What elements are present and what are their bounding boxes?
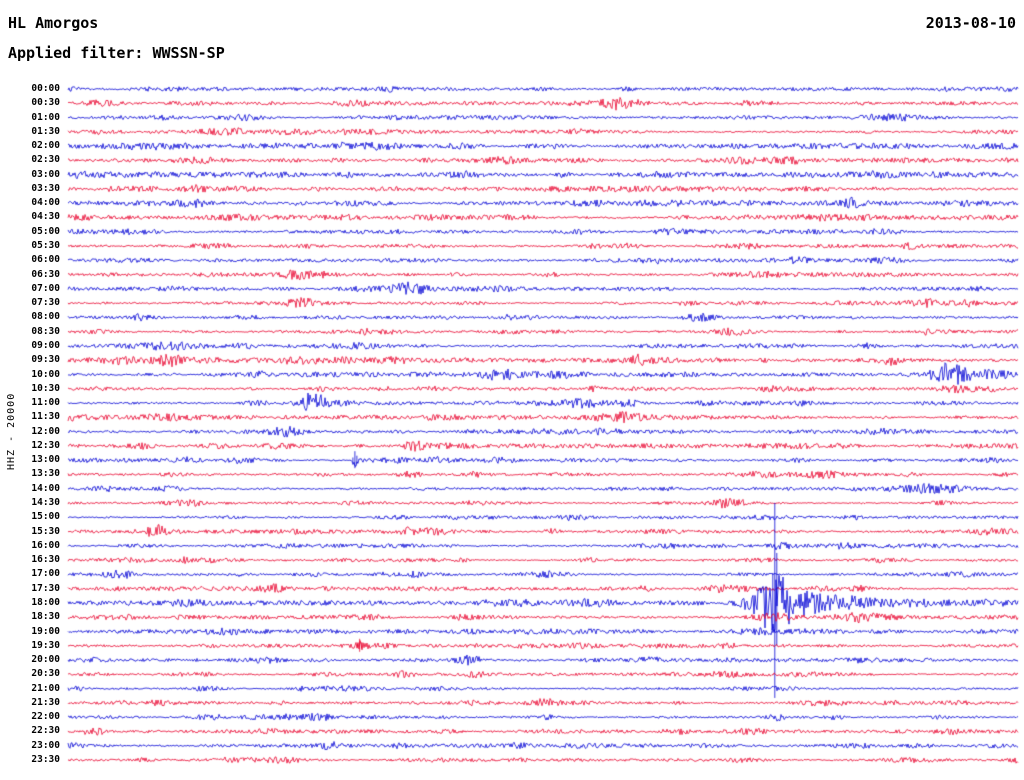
trace-time-label: 14:30 (31, 497, 60, 509)
trace-time-label: 02:00 (31, 140, 60, 152)
trace-time-label: 11:30 (31, 411, 60, 423)
trace-time-label: 01:00 (31, 111, 60, 123)
trace-time-label: 18:30 (31, 611, 60, 623)
trace-time-label: 19:30 (31, 639, 60, 651)
trace-time-label: 18:00 (31, 596, 60, 608)
trace-time-label: 06:30 (31, 268, 60, 280)
trace-time-label: 12:00 (31, 425, 60, 437)
trace-time-label: 10:00 (31, 368, 60, 380)
trace-time-label: 02:30 (31, 154, 60, 166)
trace-time-label: 10:30 (31, 382, 60, 394)
trace-time-label: 07:00 (31, 282, 60, 294)
trace-time-label: 21:00 (31, 682, 60, 694)
trace-time-label: 07:30 (31, 297, 60, 309)
trace-time-label: 22:00 (31, 711, 60, 723)
trace-time-label: 08:00 (31, 311, 60, 323)
trace-time-label: 20:30 (31, 668, 60, 680)
trace-time-label: 03:00 (31, 168, 60, 180)
trace-time-label: 19:00 (31, 625, 60, 637)
trace-time-label: 00:30 (31, 97, 60, 109)
trace-time-label: 15:00 (31, 511, 60, 523)
trace-time-label: 06:00 (31, 254, 60, 266)
trace-time-label: 08:30 (31, 325, 60, 337)
trace-time-label: 05:30 (31, 240, 60, 252)
trace-time-label: 13:00 (31, 454, 60, 466)
trace-time-label: 01:30 (31, 125, 60, 137)
trace-time-label: 16:30 (31, 554, 60, 566)
trace-time-label: 12:30 (31, 439, 60, 451)
trace-time-label: 17:30 (31, 582, 60, 594)
trace-time-label: 05:00 (31, 225, 60, 237)
trace-time-label: 04:30 (31, 211, 60, 223)
trace-time-label: 23:30 (31, 754, 60, 765)
trace-time-label: 21:30 (31, 696, 60, 708)
trace-time-label: 04:00 (31, 197, 60, 209)
trace-time-label: 17:00 (31, 568, 60, 580)
trace-time-label: 09:00 (31, 339, 60, 351)
trace-time-label: 13:30 (31, 468, 60, 480)
trace-time-label: 15:30 (31, 525, 60, 537)
trace-time-label: 09:30 (31, 354, 60, 366)
trace-time-label: 20:00 (31, 654, 60, 666)
trace-time-label: 22:30 (31, 725, 60, 737)
trace-time-label: 11:00 (31, 397, 60, 409)
trace-time-label: 14:00 (31, 482, 60, 494)
trace-time-label: 03:30 (31, 182, 60, 194)
trace-time-label: 23:00 (31, 739, 60, 751)
trace-time-label: 16:00 (31, 539, 60, 551)
trace-time-label: 00:00 (31, 83, 60, 94)
